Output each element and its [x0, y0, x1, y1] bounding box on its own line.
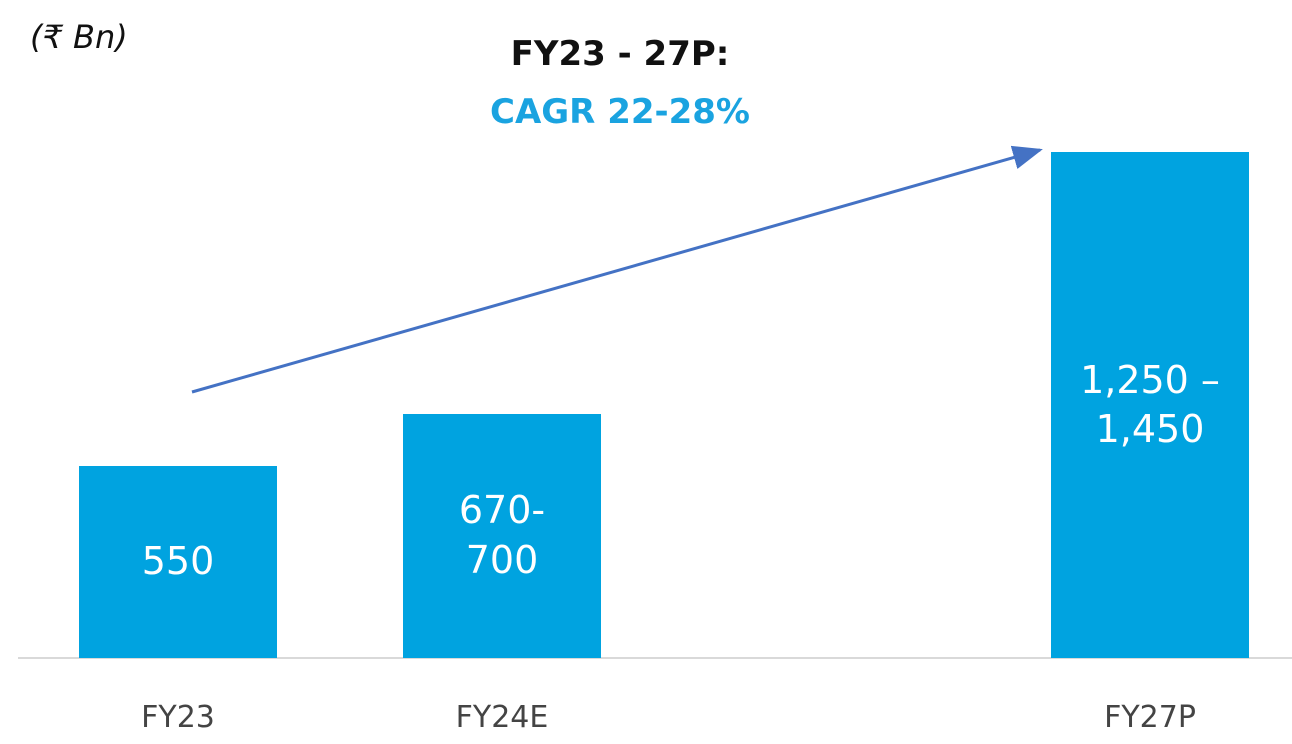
chart-title: FY23 - 27P:: [510, 34, 730, 74]
bar: [79, 466, 277, 658]
bar: [1051, 151, 1249, 658]
unit-label: (₹ Bn): [30, 18, 128, 56]
value-label: 670-700: [458, 488, 546, 582]
x-axis-line: [18, 657, 1292, 659]
x-tick-label: FY27P: [1104, 700, 1196, 735]
chart-subtitle: CAGR 22-28%: [490, 92, 750, 132]
arrow-line: [191, 145, 1043, 394]
bar: [403, 413, 601, 658]
x-tick-label: FY24E: [455, 700, 549, 735]
value-label: 1,250 – 1,450: [1080, 357, 1220, 451]
value-label: 550: [141, 539, 215, 584]
x-tick-label: FY23: [141, 700, 215, 735]
